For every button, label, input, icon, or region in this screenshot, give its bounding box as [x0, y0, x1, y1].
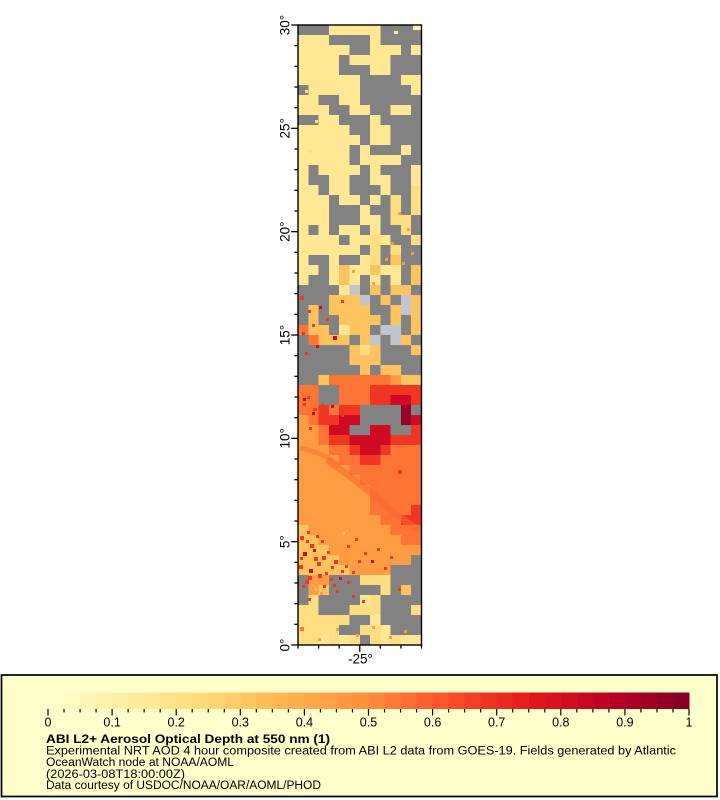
svg-text:0.8: 0.8 [552, 716, 569, 730]
svg-text:0.9: 0.9 [616, 716, 633, 730]
svg-text:0.3: 0.3 [232, 716, 249, 730]
svg-text:5°: 5° [278, 535, 293, 548]
svg-text:0.5: 0.5 [360, 716, 377, 730]
svg-text:20°: 20° [278, 221, 293, 241]
svg-text:0.4: 0.4 [296, 716, 313, 730]
svg-text:(2026-03-08T18:00:00Z): (2026-03-08T18:00:00Z) [46, 769, 185, 781]
svg-text:0.7: 0.7 [488, 716, 505, 730]
svg-text:0.1: 0.1 [103, 716, 120, 730]
svg-text:30°: 30° [278, 15, 293, 35]
svg-text:0: 0 [45, 716, 52, 730]
svg-text:0.2: 0.2 [168, 716, 185, 730]
svg-text:Data courtesy of USDOC/NOAA/OA: Data courtesy of USDOC/NOAA/OAR/AOML/PHO… [46, 780, 321, 792]
svg-text:0°: 0° [278, 639, 293, 652]
svg-text:15°: 15° [278, 325, 293, 345]
svg-text:1: 1 [686, 716, 693, 730]
svg-text:Experimental NRT AOD 4 hour co: Experimental NRT AOD 4 hour composite cr… [46, 746, 676, 758]
svg-text:-25°: -25° [348, 652, 373, 667]
svg-text:25°: 25° [278, 118, 293, 138]
svg-text:0.6: 0.6 [424, 716, 441, 730]
svg-text:ABI L2+ Aerosol Optical Depth: ABI L2+ Aerosol Optical Depth at 550 nm … [46, 734, 330, 746]
svg-text:OceanWatch node at NOAA/AOML: OceanWatch node at NOAA/AOML [46, 757, 235, 769]
svg-text:10°: 10° [278, 428, 293, 448]
